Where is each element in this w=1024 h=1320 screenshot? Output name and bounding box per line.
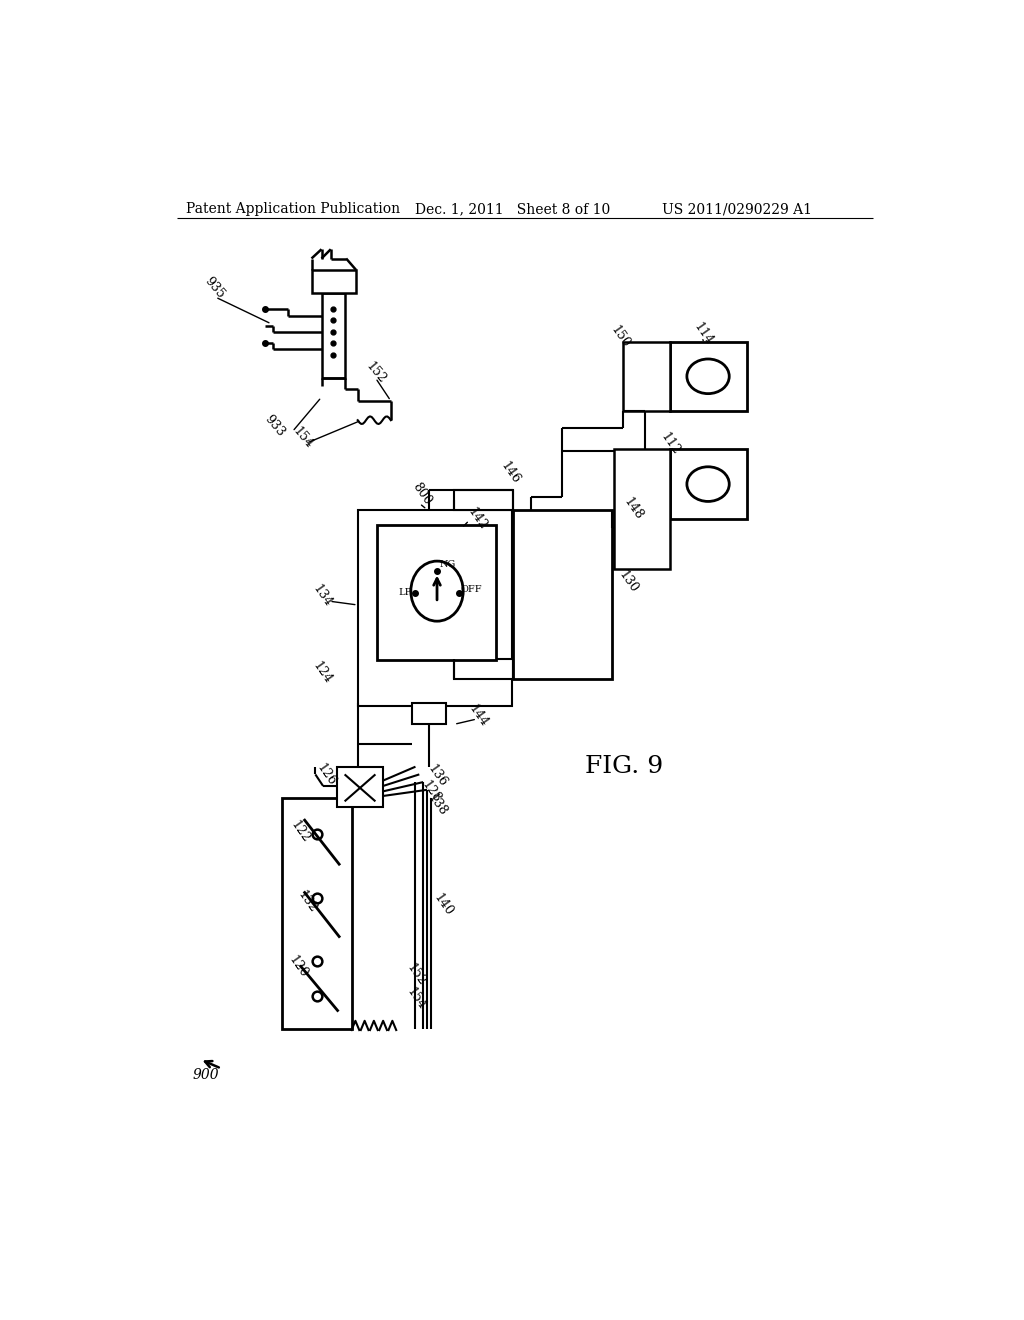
Bar [513,510,611,678]
Text: 114: 114 [691,321,716,347]
Text: 935: 935 [202,275,227,301]
Bar [614,450,670,569]
Bar [670,449,746,519]
Bar [454,659,513,678]
Text: 130: 130 [615,569,640,595]
Bar [624,342,670,411]
Bar [454,490,513,510]
Text: 154: 154 [403,986,428,1012]
Bar [412,702,446,725]
Text: 154: 154 [290,425,315,451]
Text: US 2011/0290229 A1: US 2011/0290229 A1 [662,202,812,216]
Bar [377,525,497,660]
Text: 138: 138 [425,792,450,818]
Text: 144: 144 [466,702,490,730]
Ellipse shape [687,467,729,502]
Text: 128: 128 [419,777,443,805]
Text: Patent Application Publication: Patent Application Publication [186,202,400,216]
Text: 112: 112 [658,430,682,457]
Text: 122: 122 [289,818,312,846]
Bar [311,271,356,293]
Text: Dec. 1, 2011   Sheet 8 of 10: Dec. 1, 2011 Sheet 8 of 10 [416,202,610,216]
Text: 800: 800 [410,479,434,507]
Text: LP: LP [398,589,412,597]
Ellipse shape [411,561,463,622]
Text: FIG. 9: FIG. 9 [585,755,663,779]
Bar [283,797,351,1028]
Ellipse shape [687,359,729,393]
Text: 152: 152 [364,359,388,385]
Bar [322,293,345,378]
Text: 150: 150 [608,323,632,351]
Text: OFF: OFF [460,585,481,594]
Text: 933: 933 [261,413,287,440]
Bar [357,510,512,706]
Text: 136: 136 [425,763,450,789]
Text: 900: 900 [193,1068,219,1081]
Text: 126: 126 [313,760,338,788]
Text: 142: 142 [465,506,489,532]
Text: 120: 120 [286,953,310,981]
Text: 132: 132 [295,888,318,915]
Text: 152: 152 [403,961,428,989]
Text: 148: 148 [621,495,645,523]
Text: NG: NG [439,560,456,569]
Text: 140: 140 [431,892,456,919]
Text: 124: 124 [310,659,334,686]
Bar [337,767,383,807]
Text: 146: 146 [498,459,522,486]
Text: 134: 134 [310,582,335,610]
Bar [670,342,746,411]
